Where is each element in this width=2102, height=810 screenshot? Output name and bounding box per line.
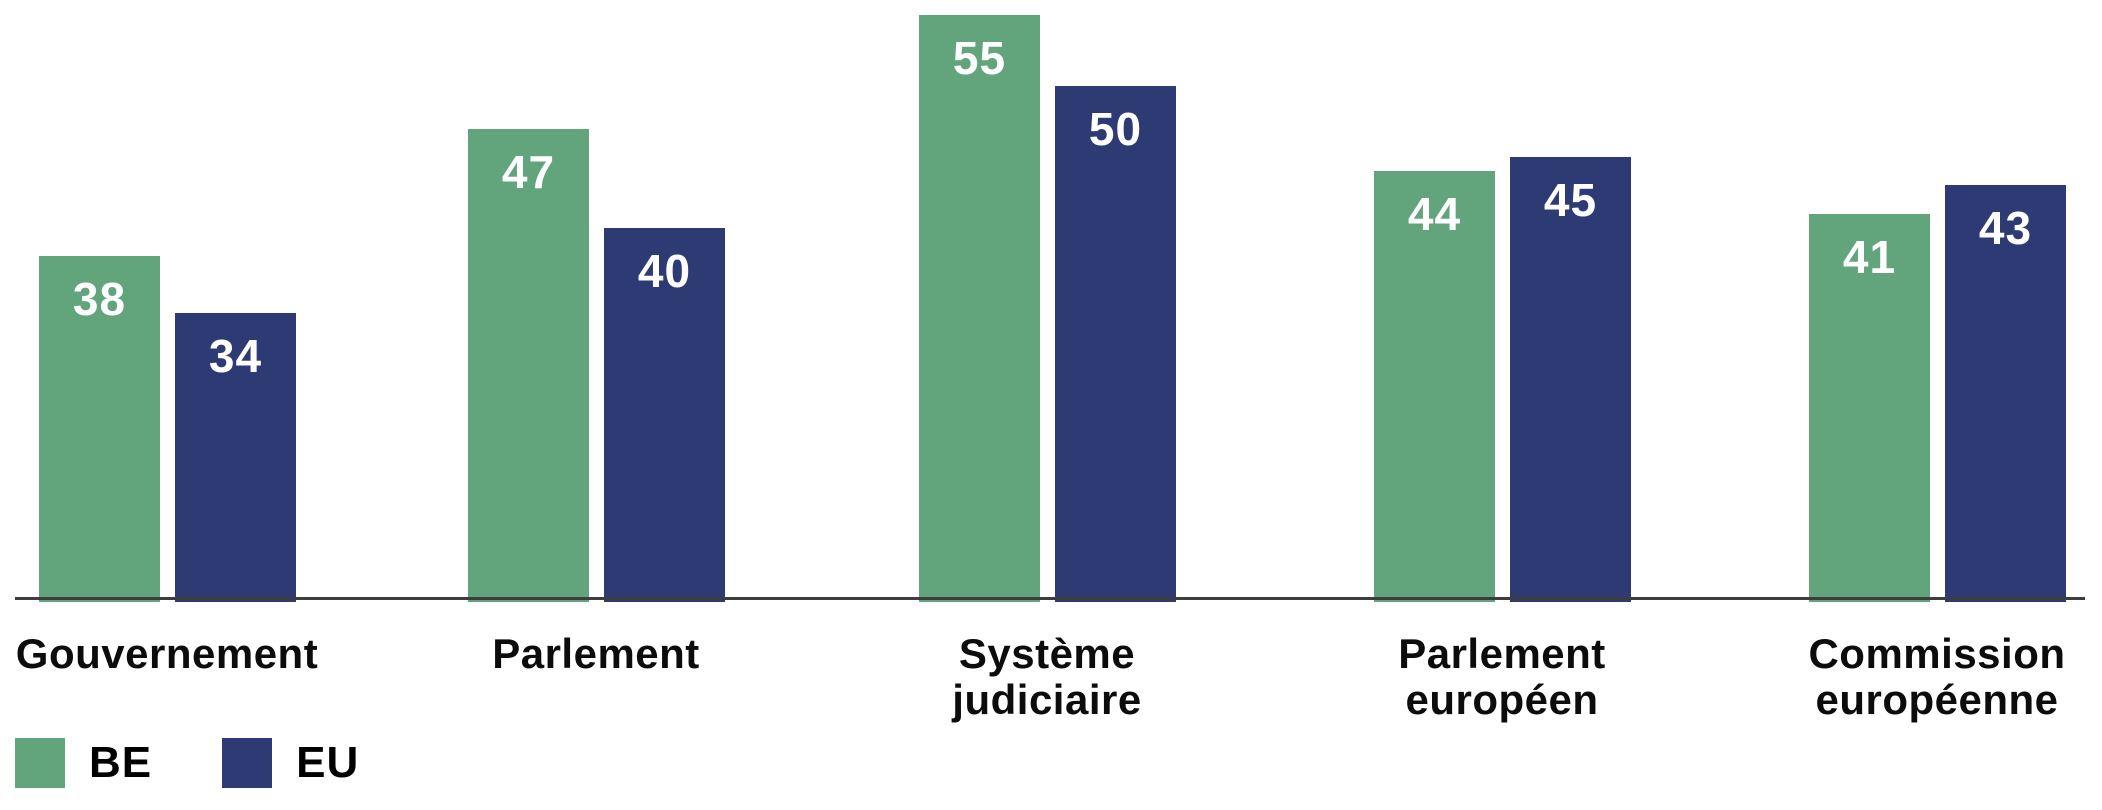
bar-eu-commission-europ-enne: 43	[1945, 185, 2066, 602]
bar-be-commission-europ-enne: 41	[1809, 214, 1930, 602]
category-label-commission-europ-enne: Commission européenne	[1677, 631, 2102, 723]
bar-value-label: 43	[1978, 202, 2033, 254]
category-label-line: Commission	[1808, 630, 2066, 677]
category-label-line: Parlement	[492, 630, 700, 677]
bar-eu-parlement: 40	[604, 228, 725, 602]
category-label-line: judiciaire	[952, 676, 1142, 723]
category-label-line: Parlement	[1398, 630, 1606, 677]
bar-value-label: 55	[952, 32, 1007, 84]
bar-value-label: 44	[1407, 188, 1462, 240]
bar-eu-parlement-europ-en: 45	[1510, 157, 1631, 602]
bar-value-label: 47	[501, 146, 556, 198]
legend-swatch-eu	[222, 738, 273, 788]
legend-swatch-be	[15, 738, 65, 788]
legend: BE EU	[15, 738, 359, 788]
bar-value-label: 38	[72, 273, 127, 325]
x-axis-line	[15, 597, 2085, 600]
bar-be-parlement: 47	[468, 129, 589, 602]
bar-be-gouvernement: 38	[39, 256, 160, 602]
bar-value-label: 34	[208, 330, 263, 382]
bar-eu-syst-me-judiciaire: 50	[1055, 86, 1176, 602]
bar-value-label: 45	[1543, 174, 1598, 226]
category-label-gouvernement: Gouvernement	[0, 631, 427, 677]
category-label-line: Gouvernement	[15, 630, 319, 677]
category-label-line: européen	[1405, 676, 1599, 723]
bar-value-label: 50	[1088, 103, 1143, 155]
bar-value-label: 41	[1842, 231, 1897, 283]
legend-label-be: BE	[89, 738, 153, 787]
category-label-line: Système	[958, 630, 1136, 677]
legend-label-eu: EU	[296, 738, 360, 787]
category-label-line: européenne	[1815, 676, 2059, 723]
bar-be-syst-me-judiciaire: 55	[919, 15, 1040, 602]
category-label-parlement: Parlement	[336, 631, 856, 677]
category-label-syst-me-judiciaire: Système judiciaire	[787, 631, 1307, 723]
bar-eu-gouvernement: 34	[175, 313, 296, 602]
category-label-parlement-europ-en: Parlement européen	[1242, 631, 1762, 723]
bar-value-label: 40	[637, 245, 692, 297]
bar-be-parlement-europ-en: 44	[1374, 171, 1495, 602]
